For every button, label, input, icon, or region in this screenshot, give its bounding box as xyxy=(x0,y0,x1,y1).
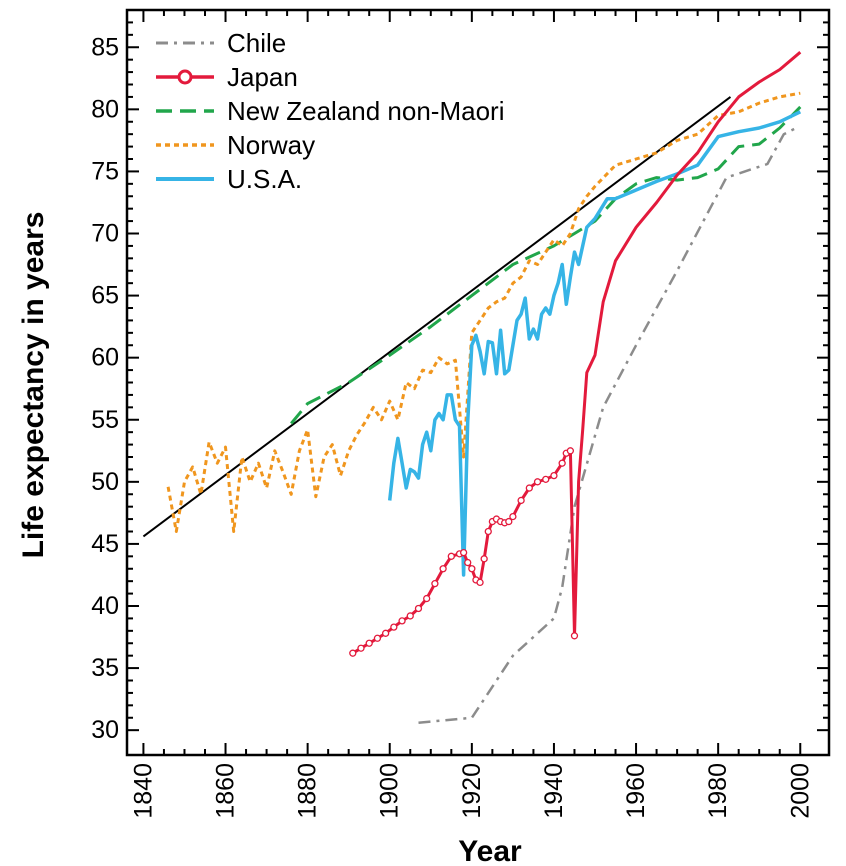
data-point xyxy=(542,475,550,484)
data-point xyxy=(505,517,513,526)
x-tick-label: 1980 xyxy=(704,763,732,819)
series-line xyxy=(352,51,802,655)
data-point xyxy=(533,478,542,486)
series-layer xyxy=(142,51,802,724)
y-tick-label: 45 xyxy=(91,530,119,558)
data-point xyxy=(423,594,431,603)
legend-label: Japan xyxy=(227,62,298,92)
y-tick-label: 55 xyxy=(91,406,119,434)
x-tick-label: 1900 xyxy=(376,763,404,819)
x-axis-title: Year xyxy=(458,835,522,866)
data-point xyxy=(566,447,575,455)
data-point xyxy=(459,548,468,557)
x-tick-label: 2000 xyxy=(786,763,814,819)
data-point xyxy=(558,459,566,467)
data-point xyxy=(476,578,484,587)
data-point xyxy=(464,558,472,567)
y-tick-label: 65 xyxy=(91,282,119,310)
data-point xyxy=(414,604,423,613)
data-point xyxy=(357,644,365,652)
x-tick-label: 1840 xyxy=(129,763,157,819)
legend-label: New Zealand non-Maori xyxy=(227,96,504,126)
y-tick-label: 75 xyxy=(91,157,119,185)
data-point xyxy=(550,471,558,480)
series-line xyxy=(387,110,802,577)
trend-line xyxy=(142,96,732,538)
legend-label: Norway xyxy=(227,130,315,160)
data-point xyxy=(570,632,579,640)
data-point xyxy=(349,649,357,657)
x-tick-label: 1860 xyxy=(212,763,240,819)
data-point xyxy=(517,496,525,505)
y-tick-label: 70 xyxy=(91,220,119,248)
legend-label: Chile xyxy=(227,28,286,58)
data-point xyxy=(373,634,382,642)
y-tick-label: 30 xyxy=(91,716,119,744)
legend: Chile Japan New Zealand non-Maori Norway U.S… xyxy=(156,28,504,194)
data-point xyxy=(431,580,439,588)
x-tick-label: 1920 xyxy=(458,763,486,819)
data-point xyxy=(406,612,414,620)
legend-label: U.S.A. xyxy=(227,164,302,194)
y-tick-label: 40 xyxy=(91,592,119,620)
data-point xyxy=(468,565,476,573)
data-point xyxy=(439,565,447,573)
x-tick-label: 1880 xyxy=(294,763,322,819)
data-point xyxy=(365,639,373,647)
y-axis-title: Life expectancy in years xyxy=(17,212,50,559)
data-point xyxy=(509,512,517,521)
tick-marks xyxy=(127,10,829,755)
series-line xyxy=(166,91,801,533)
data-point xyxy=(525,484,533,492)
data-point xyxy=(480,555,488,563)
data-point xyxy=(484,527,492,536)
y-tick-labels: 30 35 40 45 50 55 60 65 70 75 80 85 xyxy=(91,33,119,744)
y-tick-label: 50 xyxy=(91,468,119,496)
data-point xyxy=(381,629,390,637)
x-tick-label: 1940 xyxy=(540,763,568,819)
data-point xyxy=(398,617,406,625)
series-line xyxy=(290,105,802,425)
y-tick-label: 60 xyxy=(91,344,119,372)
y-tick-label: 80 xyxy=(91,95,119,123)
legend-marker xyxy=(177,69,193,85)
y-tick-label: 35 xyxy=(91,654,119,682)
x-tick-labels: 1840 1860 1880 1900 1920 1940 1960 1980 2000 xyxy=(129,763,814,819)
data-point xyxy=(447,552,455,560)
data-point xyxy=(390,623,398,631)
y-tick-label: 85 xyxy=(91,33,119,61)
x-tick-label: 1960 xyxy=(622,763,650,819)
series-line xyxy=(418,126,797,724)
